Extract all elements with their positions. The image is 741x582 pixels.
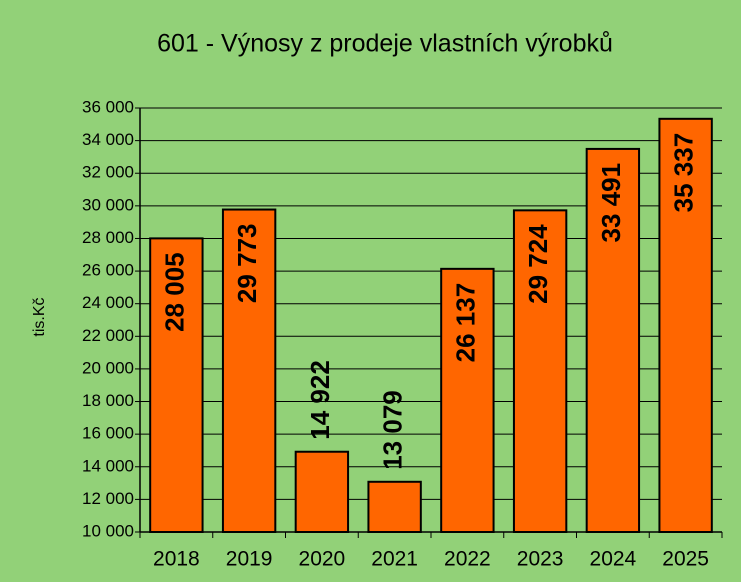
value-label: 28 005	[159, 252, 189, 332]
x-tick-label: 2025	[662, 548, 709, 571]
y-tick-label: 20 000	[82, 358, 134, 377]
value-label: 29 724	[523, 224, 553, 304]
value-label: 14 922	[305, 360, 335, 440]
y-tick-label: 32 000	[82, 163, 134, 182]
x-tick-label: 2022	[444, 548, 491, 571]
bar	[367, 480, 422, 533]
y-tick-label: 14 000	[82, 456, 134, 475]
x-tick-label: 2023	[517, 548, 564, 571]
y-tick-label: 30 000	[82, 195, 134, 214]
bar	[440, 267, 495, 533]
y-axis-label: tis.Kč	[31, 297, 48, 336]
y-tick-label: 28 000	[82, 228, 134, 247]
x-tick-label: 2020	[299, 548, 346, 571]
y-tick-label: 24 000	[82, 293, 134, 312]
chart-title: 601 - Výnosy z prodeje vlastních výrobků	[157, 30, 613, 58]
value-label: 35 337	[669, 133, 699, 213]
value-label: 33 491	[596, 163, 626, 243]
value-label: 29 773	[232, 224, 262, 304]
bar	[221, 208, 277, 533]
y-tick-label: 34 000	[82, 130, 134, 149]
value-label: 13 079	[378, 390, 408, 470]
y-tick-label: 26 000	[82, 261, 134, 280]
x-tick-label: 2021	[371, 548, 418, 571]
bar	[585, 147, 641, 534]
bar	[512, 209, 568, 533]
y-tick-label: 22 000	[82, 326, 134, 345]
y-tick-label: 10 000	[82, 521, 134, 540]
y-tick-label: 12 000	[82, 489, 134, 508]
bar	[294, 450, 350, 534]
y-tick-label: 36 000	[82, 97, 134, 116]
value-label: 26 137	[450, 283, 480, 363]
x-tick-label: 2018	[153, 548, 200, 571]
x-tick-label: 2024	[590, 548, 637, 571]
y-tick-label: 18 000	[82, 391, 134, 410]
y-tick-label: 16 000	[82, 424, 134, 443]
x-tick-label: 2019	[226, 548, 273, 571]
bar	[149, 237, 204, 533]
bar	[658, 117, 713, 533]
